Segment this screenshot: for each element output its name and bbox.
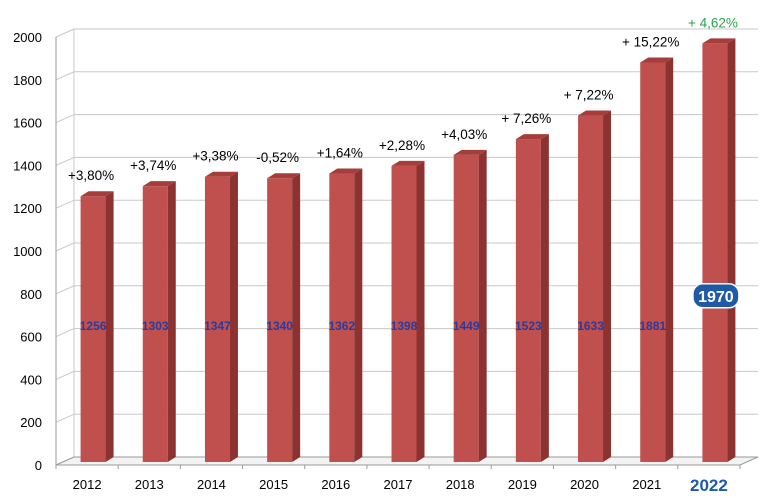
bar-2021 (640, 62, 666, 462)
bar-side-2016 (354, 168, 363, 463)
y-tick-label: 600 (20, 330, 42, 345)
x-tick-label-2021: 2021 (632, 477, 661, 492)
bar-side-2017 (416, 160, 425, 462)
value-label-2012: 1256 (80, 319, 107, 333)
y-tick-label: 400 (20, 372, 42, 387)
x-tick-labels: 2012 2013 2014 2015 2016 2017 2018 2019 2020 2021… (73, 476, 728, 495)
value-label-2021: 1881 (639, 319, 666, 333)
x-tick-label-2019: 2019 (508, 477, 537, 492)
bar-top-2015 (267, 173, 301, 179)
bar-top-2021 (640, 57, 674, 63)
bar-top-2012 (80, 191, 114, 197)
bar-side-2013 (167, 181, 176, 462)
value-label-2014: 1347 (204, 319, 231, 333)
bars (80, 38, 736, 463)
bar-top-2013 (142, 181, 176, 187)
change-label-2015: -0,52% (256, 150, 299, 165)
bar-side-2021 (665, 57, 674, 462)
bar-2020 (578, 115, 604, 463)
value-badge-highlight (692, 283, 740, 309)
bar-top-2022 (702, 38, 736, 44)
bar-side-2020 (603, 110, 612, 463)
x-tick-label-2017: 2017 (384, 477, 413, 492)
change-label-2018: +4,03% (441, 127, 487, 142)
value-label-2022: 1970 (698, 289, 734, 306)
x-tick-label-2012: 2012 (73, 477, 102, 492)
bar-top-2019 (515, 134, 549, 140)
bar-2022 (702, 43, 728, 463)
bar-2014 (204, 176, 230, 462)
y-tick-label: 1800 (13, 73, 42, 88)
y-tick-labels: 0 200 400 600 800 1000 1200 1400 1600 1800 2000 (13, 30, 42, 473)
value-label-2019: 1523 (515, 319, 542, 333)
x-tick-label-2022: 2022 (690, 476, 728, 495)
y-tick-label: 1200 (13, 201, 42, 216)
value-label-2018: 1449 (453, 319, 480, 333)
y-tick-label: 1000 (13, 244, 42, 259)
x-tick-label-2015: 2015 (259, 477, 288, 492)
x-tick-label-2014: 2014 (197, 477, 226, 492)
bar-top-2014 (204, 171, 238, 177)
bar-top-2017 (391, 160, 425, 166)
change-label-2014: +3,38% (192, 149, 238, 164)
bar-2015 (267, 178, 293, 463)
value-label-2016: 1362 (328, 319, 355, 333)
bar-top-2020 (578, 110, 612, 116)
x-tick-label-2016: 2016 (321, 477, 350, 492)
bar-side-2015 (292, 173, 301, 463)
y-tick-label: 1600 (13, 116, 42, 131)
change-labels: +3,80% +3,74% +3,38% -0,52% +1,64% +2,28% +4,0… (68, 15, 738, 183)
y-tick-label: 200 (20, 415, 42, 430)
bar-2013 (142, 186, 168, 462)
grid-lines (55, 28, 758, 466)
bar-2017 (391, 165, 417, 462)
bar-side-2014 (229, 171, 238, 462)
change-label-2013: +3,74% (130, 158, 176, 173)
value-label-2015: 1340 (266, 319, 293, 333)
y-tick-label: 1400 (13, 158, 42, 173)
x-tick-label-2018: 2018 (446, 477, 475, 492)
change-label-2019: + 7,26% (501, 111, 551, 126)
y-tick-label: 2000 (13, 30, 42, 45)
change-label-2016: +1,64% (317, 146, 363, 161)
change-label-2022: + 4,62% (688, 15, 738, 30)
x-tick-label-2013: 2013 (135, 477, 164, 492)
bar-side-2019 (540, 134, 549, 462)
y-tick-label: 800 (20, 287, 42, 302)
bar-2018 (453, 154, 479, 462)
bar-side-2022 (727, 38, 736, 463)
bar-2016 (329, 173, 355, 463)
change-label-2021: + 15,22% (622, 34, 679, 49)
bar-2012 (80, 196, 106, 462)
bar-2019 (515, 139, 541, 462)
value-label-2020: 1633 (577, 319, 604, 333)
y-tick-label: 0 (35, 458, 42, 473)
bar-side-2012 (105, 191, 114, 462)
x-tick-label-2020: 2020 (570, 477, 599, 492)
value-label-2013: 1303 (142, 319, 169, 333)
change-label-2020: + 7,22% (564, 88, 614, 103)
value-labels: 1256 1303 1347 1340 1362 1398 1449 1523 1633 1881… (80, 283, 740, 333)
bar-top-2018 (453, 149, 487, 155)
change-label-2017: +2,28% (379, 138, 425, 153)
value-label-2017: 1398 (391, 319, 418, 333)
bar-top-2016 (329, 168, 363, 174)
bar-side-2018 (478, 149, 487, 462)
change-label-2012: +3,80% (68, 168, 114, 183)
